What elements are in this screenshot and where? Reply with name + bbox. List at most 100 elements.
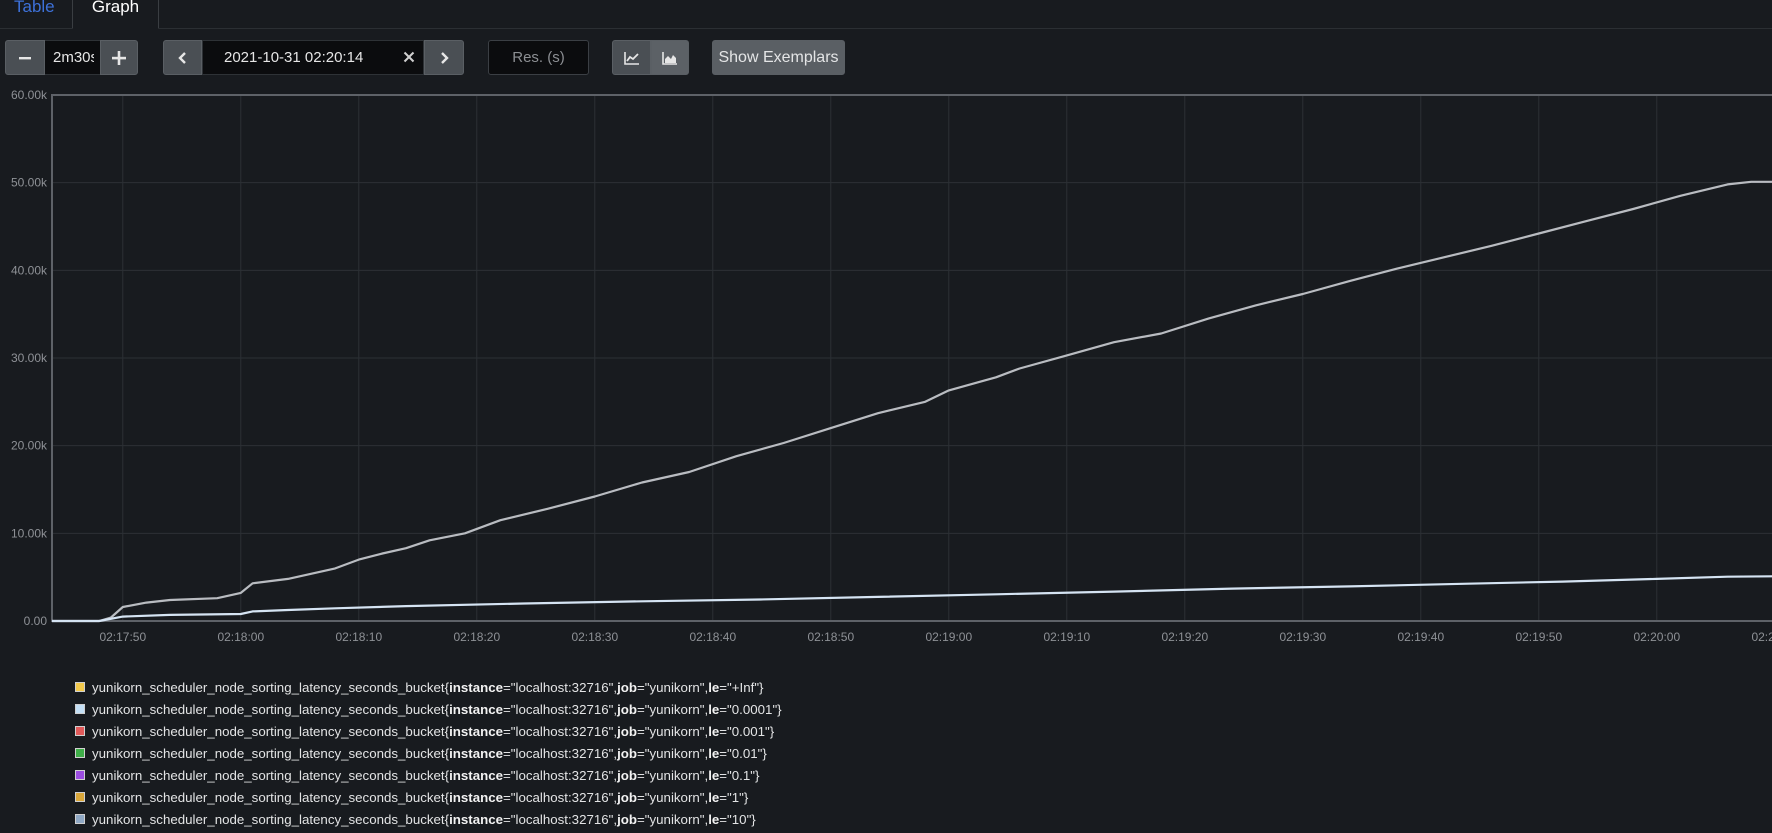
- legend-label-value: ="localhost:32716",: [503, 811, 618, 827]
- legend-label-key: instance: [449, 701, 504, 717]
- previous-time-button[interactable]: [163, 40, 202, 75]
- y-tick-label: 30.00k: [11, 351, 48, 365]
- y-tick-label: 60.00k: [11, 88, 48, 102]
- legend-label-key: le: [708, 701, 720, 717]
- legend-label-value: ="yunikorn",: [637, 701, 709, 717]
- resolution-placeholder: Res. (s): [512, 49, 565, 66]
- resolution-input[interactable]: Res. (s): [488, 40, 589, 75]
- x-tick-label: 02:19:20: [1161, 630, 1208, 644]
- legend-metric-name: yunikorn_scheduler_node_sorting_latency_…: [92, 745, 445, 761]
- legend-label-key: le: [708, 767, 720, 783]
- y-tick-label: 20.00k: [11, 439, 48, 453]
- legend-brace: {: [444, 701, 450, 717]
- x-axis-labels: 02:17:50 02:18:00 02:18:10 02:18:20 02:18:30…: [99, 630, 1772, 644]
- legend-color-swatch: [75, 704, 85, 714]
- legend-item[interactable]: yunikorn_scheduler_node_sorting_latency_…: [75, 764, 782, 786]
- y-tick-label: 50.00k: [11, 176, 48, 190]
- legend-label-key: le: [708, 745, 720, 761]
- stacked-mode-button[interactable]: [651, 40, 689, 75]
- show-exemplars-button[interactable]: Show Exemplars: [712, 40, 845, 75]
- x-tick-label: 02:18:00: [217, 630, 264, 644]
- end-time-value: 2021-10-31 02:20:14: [224, 49, 364, 66]
- chevron-left-icon: [177, 51, 186, 64]
- tab-table[interactable]: Table: [14, 0, 55, 16]
- legend-label-value: ="1"}: [719, 789, 749, 805]
- legend-label-key: job: [617, 767, 638, 783]
- graph-chart[interactable]: 0.00 10.00k 20.00k 30.00k 40.00k 50.00k 60.00k…: [0, 88, 1772, 668]
- legend-label-key: le: [708, 811, 720, 827]
- chevron-right-icon: [441, 51, 449, 64]
- legend-metric-name: yunikorn_scheduler_node_sorting_latency_…: [92, 679, 445, 695]
- legend-item[interactable]: yunikorn_scheduler_node_sorting_latency_…: [75, 786, 782, 808]
- legend-label-value: ="yunikorn",: [637, 723, 709, 739]
- area-chart-icon: [662, 51, 677, 65]
- legend-label-key: le: [708, 789, 720, 805]
- x-tick-label: 02:20:10: [1751, 630, 1772, 644]
- x-tick-label: 02:18:30: [571, 630, 618, 644]
- next-time-button[interactable]: [424, 40, 464, 75]
- legend-label-key: job: [617, 811, 638, 827]
- legend-label-value: ="localhost:32716",: [503, 701, 618, 717]
- legend-label-value: ="0.001"}: [719, 723, 775, 739]
- end-time-input[interactable]: 2021-10-31 02:20:14: [202, 40, 424, 75]
- x-tick-label: 02:19:50: [1515, 630, 1562, 644]
- decrease-range-button[interactable]: [5, 40, 45, 75]
- line-mode-button[interactable]: [612, 40, 651, 75]
- legend-item[interactable]: yunikorn_scheduler_node_sorting_latency_…: [75, 676, 782, 698]
- legend-label-key: job: [617, 789, 638, 805]
- minus-icon: [19, 56, 31, 59]
- legend-label-key: job: [617, 701, 638, 717]
- plus-icon: [112, 50, 126, 65]
- legend-item[interactable]: yunikorn_scheduler_node_sorting_latency_…: [75, 808, 782, 830]
- legend-label-key: job: [617, 679, 638, 695]
- legend-label-value: ="yunikorn",: [637, 789, 709, 805]
- y-tick-label: 0.00: [24, 614, 48, 628]
- x-tick-label: 02:19:40: [1397, 630, 1444, 644]
- legend-label-value: ="yunikorn",: [637, 679, 709, 695]
- legend-label-key: instance: [449, 723, 504, 739]
- legend-brace: {: [444, 767, 450, 783]
- legend-label-key: instance: [449, 811, 504, 827]
- legend-metric-name: yunikorn_scheduler_node_sorting_latency_…: [92, 789, 445, 805]
- legend-metric-name: yunikorn_scheduler_node_sorting_latency_…: [92, 701, 445, 717]
- series-line-2: [52, 575, 1772, 623]
- close-icon[interactable]: [403, 48, 415, 68]
- legend-item[interactable]: yunikorn_scheduler_node_sorting_latency_…: [75, 720, 782, 742]
- x-tick-label: 02:19:10: [1043, 630, 1090, 644]
- range-value: 2m30s: [53, 49, 94, 66]
- y-tick-label: 10.00k: [11, 526, 48, 540]
- legend-brace: {: [444, 811, 450, 827]
- tab-graph[interactable]: Graph: [72, 0, 159, 29]
- x-tick-label: 02:17:50: [99, 630, 146, 644]
- legend-brace: {: [444, 723, 450, 739]
- line-chart-icon: [623, 51, 639, 65]
- legend-brace: {: [444, 679, 450, 695]
- legend-label-value: ="yunikorn",: [637, 811, 709, 827]
- legend-color-swatch: [75, 748, 85, 758]
- legend-brace: {: [444, 745, 450, 761]
- legend-label-value: ="localhost:32716",: [503, 679, 618, 695]
- x-tick-label: 02:18:40: [689, 630, 736, 644]
- legend-metric-name: yunikorn_scheduler_node_sorting_latency_…: [92, 811, 445, 827]
- legend-label-value: ="localhost:32716",: [503, 723, 618, 739]
- legend-item[interactable]: yunikorn_scheduler_node_sorting_latency_…: [75, 698, 782, 720]
- legend-label-key: instance: [449, 745, 504, 761]
- range-input[interactable]: 2m30s: [45, 40, 100, 75]
- increase-range-button[interactable]: [100, 40, 138, 75]
- legend-label-value: ="0.01"}: [719, 745, 767, 761]
- legend-label-value: ="yunikorn",: [637, 745, 709, 761]
- legend-label-value: ="yunikorn",: [637, 767, 709, 783]
- series-line-1: [52, 180, 1772, 623]
- legend-label-value: ="localhost:32716",: [503, 789, 618, 805]
- legend-brace: {: [444, 789, 450, 805]
- y-axis-labels: 0.00 10.00k 20.00k 30.00k 40.00k 50.00k 60.00k: [11, 88, 48, 628]
- legend-metric-name: yunikorn_scheduler_node_sorting_latency_…: [92, 767, 445, 783]
- x-tick-label: 02:18:10: [335, 630, 382, 644]
- legend-label-key: instance: [449, 767, 504, 783]
- legend-label-value: ="10"}: [719, 811, 756, 827]
- legend-label-value: ="0.0001"}: [719, 701, 782, 717]
- x-tick-label: 02:19:30: [1279, 630, 1326, 644]
- show-exemplars-label: Show Exemplars: [718, 48, 839, 66]
- legend-item[interactable]: yunikorn_scheduler_node_sorting_latency_…: [75, 742, 782, 764]
- legend-label-value: ="localhost:32716",: [503, 767, 618, 783]
